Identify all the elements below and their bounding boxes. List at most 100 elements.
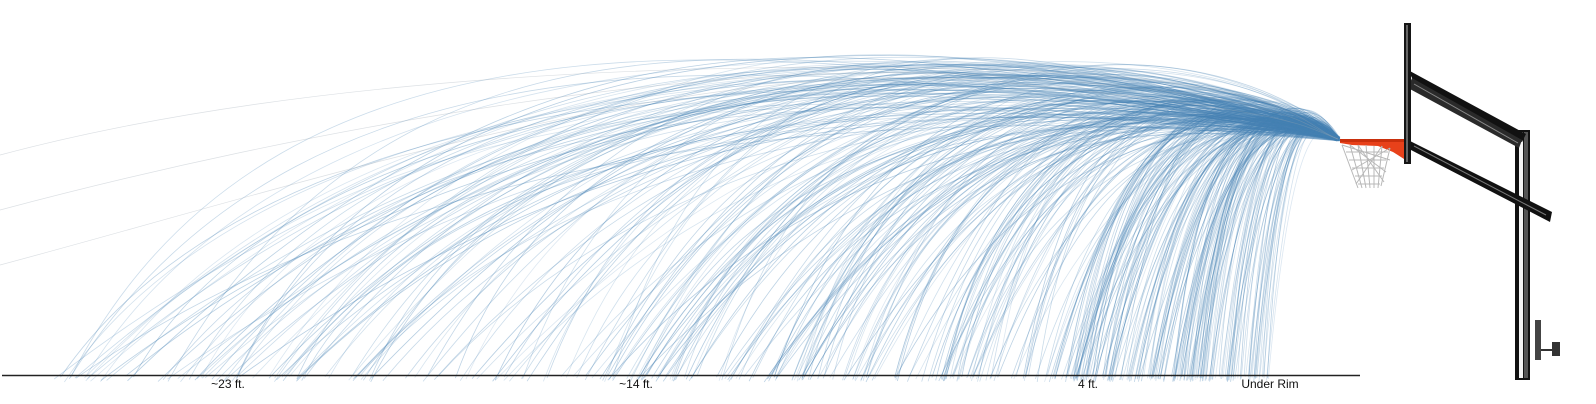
shot-trajectory: [774, 100, 1339, 381]
shot-trajectory: [1159, 113, 1341, 379]
shot-trajectory: [1071, 129, 1340, 379]
shot-trajectory: [1201, 127, 1337, 379]
shot-trajectory: [1112, 123, 1340, 382]
shot-trajectory: [476, 104, 1339, 380]
shot-trajectory: [1174, 121, 1338, 379]
shot-trajectory: [972, 121, 1340, 377]
shot-trajectory: [645, 119, 1340, 377]
shot-trajectory: [832, 88, 1337, 380]
shot-trajectory: [721, 83, 1340, 381]
shot-trajectory: [1066, 110, 1338, 378]
shot-trajectory: [865, 117, 1337, 379]
shot-trajectory: [1076, 107, 1338, 381]
shot-trajectory: [972, 117, 1337, 378]
shot-trajectory: [0, 72, 1339, 211]
shot-trajectory: [776, 127, 1338, 379]
shot-trajectory: [434, 77, 1338, 380]
shot-trajectory: [1044, 103, 1340, 383]
shot-trajectory: [967, 128, 1339, 377]
shot-trajectory: [860, 122, 1339, 382]
shot-trajectory: [1128, 128, 1339, 382]
shot-trajectory: [1209, 114, 1340, 381]
shot-trajectory: [802, 89, 1339, 381]
shot-trajectory: [1111, 115, 1338, 377]
shot-trajectory: [604, 61, 1338, 382]
shot-trajectory: [767, 110, 1337, 380]
shot-trajectory: [1075, 115, 1340, 379]
shot-trajectory: [1150, 126, 1339, 381]
shot-trajectory: [211, 64, 1339, 380]
shot-trajectory: [1023, 125, 1339, 381]
shot-trajectory: [274, 82, 1338, 379]
x-tick-label: 4 ft.: [1078, 377, 1098, 391]
shot-trajectory: [1086, 118, 1339, 381]
shot-trajectory: [584, 57, 1338, 381]
shot-trajectory: [1226, 115, 1339, 381]
shot-trajectory: [1172, 108, 1340, 382]
shot-trajectory: [284, 92, 1341, 378]
shot-trajectory: [1087, 122, 1338, 378]
shot-trajectory: [640, 117, 1337, 381]
shot-trajectory: [1180, 122, 1339, 379]
shot-trajectory: [543, 61, 1338, 382]
shot-trajectory: [426, 60, 1340, 377]
shot-trajectory: [1083, 111, 1337, 382]
shot-trajectory: [773, 125, 1339, 378]
shot-trajectory: [1262, 120, 1337, 378]
shot-trajectory: [1151, 117, 1340, 377]
shot-trajectory: [1045, 118, 1341, 377]
shot-trajectory: [509, 66, 1340, 382]
shot-trajectory: [1173, 108, 1341, 382]
shot-trajectory: [1245, 122, 1340, 377]
shot-trajectory: [871, 122, 1339, 381]
shot-trajectory: [612, 58, 1340, 377]
shot-trajectory: [1103, 115, 1340, 380]
shot-trajectory: [1134, 121, 1339, 379]
shot-trajectory: [796, 79, 1337, 378]
shot-trajectory: [572, 99, 1340, 377]
shot-trajectory: [1256, 123, 1339, 379]
shot-trajectory: [1127, 124, 1340, 381]
shot-trajectory: [854, 99, 1337, 382]
shot-trajectory: [671, 103, 1337, 378]
shot-trajectory: [1022, 108, 1340, 379]
shot-trajectory: [798, 133, 1337, 381]
shot-trajectory: [1199, 125, 1339, 382]
shot-trajectory: [1189, 119, 1338, 382]
shot-trajectory: [1155, 112, 1338, 382]
shot-trajectory: [854, 132, 1340, 380]
shot-trajectory: [1174, 107, 1339, 382]
shot-trajectory: [363, 85, 1338, 381]
shot-trajectory: [1121, 118, 1338, 381]
shot-trajectory: [133, 83, 1340, 378]
shot-trajectory: [662, 86, 1338, 382]
shot-trajectory: [969, 105, 1340, 379]
shot-trajectory: [1189, 116, 1341, 378]
shot-trajectory: [1065, 131, 1337, 379]
shot-trajectory: [673, 89, 1338, 382]
shot-trajectory: [200, 93, 1338, 378]
shot-trajectory: [382, 99, 1339, 382]
shot-trajectory: [979, 104, 1341, 382]
shot-trajectory: [236, 55, 1339, 378]
shot-trajectory: [811, 118, 1339, 377]
shot-trajectory: [665, 126, 1339, 377]
shot-trajectory: [526, 73, 1338, 382]
shot-trajectory: [1253, 128, 1339, 378]
shot-trajectory: [895, 96, 1337, 381]
shot-trajectory: [630, 72, 1340, 379]
shot-trajectory: [1250, 121, 1340, 378]
shot-trajectory: [908, 113, 1339, 377]
shot-trajectory: [1186, 116, 1340, 381]
shot-trajectory: [956, 99, 1341, 382]
shot-trajectory: [767, 113, 1340, 377]
shot-trajectory: [301, 116, 1337, 381]
shot-trajectory: [1254, 122, 1338, 379]
shot-trajectory: [685, 82, 1338, 380]
shot-trajectory: [1076, 110, 1340, 381]
shot-trajectory: [817, 98, 1338, 379]
shot-trajectory: [1202, 115, 1340, 382]
shot-trajectory: [1046, 127, 1339, 377]
shot-trajectory: [274, 56, 1338, 382]
shot-trajectory: [281, 84, 1338, 378]
